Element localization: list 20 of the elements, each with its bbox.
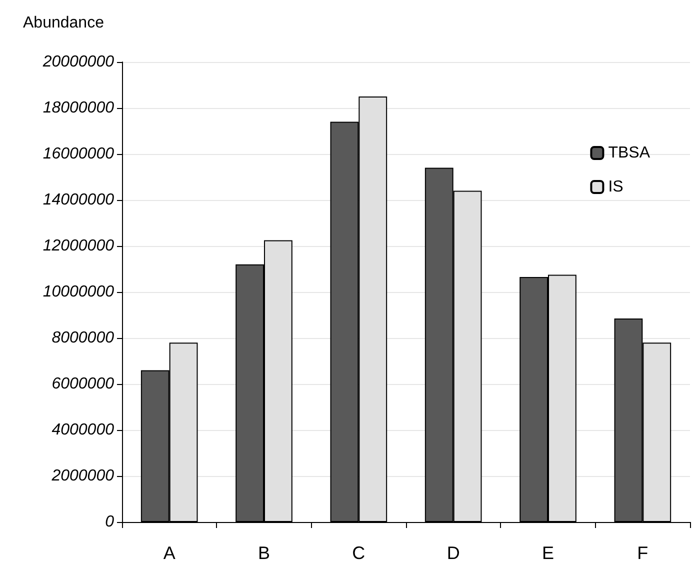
y-tick-label: 10000000: [42, 284, 114, 300]
y-tick-label: 18000000: [42, 100, 114, 116]
y-tick-label: 16000000: [42, 146, 114, 162]
y-axis-title: Abundance: [23, 14, 104, 32]
x-tick-label: F: [637, 543, 648, 563]
x-tick-label: A: [163, 543, 176, 563]
legend-label: TBSA: [608, 144, 650, 162]
legend-label: IS: [608, 178, 624, 196]
y-tick-label: 4000000: [52, 422, 114, 438]
x-tick-label: D: [446, 543, 460, 563]
y-tick-label: 0: [105, 514, 114, 530]
y-tick-label: 20000000: [42, 54, 114, 70]
y-tick-label: 8000000: [52, 330, 114, 346]
x-tick-label: B: [258, 543, 270, 563]
y-tick-label: 2000000: [50, 468, 114, 484]
x-tick-label: C: [352, 543, 366, 563]
x-tick-label: E: [542, 543, 554, 563]
y-tick-label: 12000000: [42, 238, 114, 254]
y-tick-label: 6000000: [52, 376, 114, 392]
y-tick-label: 14000000: [42, 192, 114, 208]
